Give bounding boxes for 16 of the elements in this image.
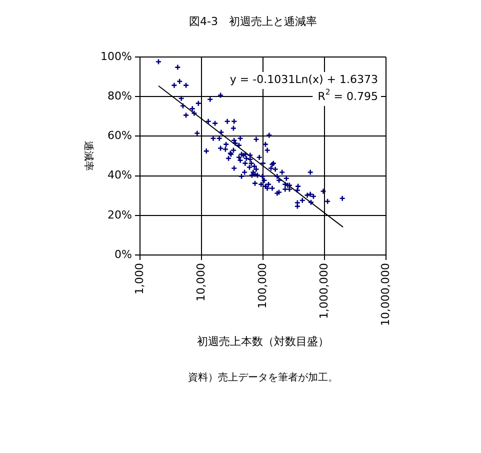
x-tick-label: 1,000: [132, 263, 146, 294]
y-tick-label: 20%: [108, 208, 132, 222]
y-tick-label: 60%: [108, 129, 132, 142]
y-tick-label: 40%: [108, 168, 132, 182]
x-tick-label: 10,000,000: [378, 263, 392, 326]
x-axis-title: 初週売上本数（対数目盛）: [197, 334, 329, 348]
annotation: y = -0.1031Ln(x) + 1.6373: [230, 72, 378, 86]
text: 資料）売上データを筆者が加工。: [188, 372, 338, 384]
x-tick-label: 100,000: [256, 263, 269, 308]
chart-title: 図4-3 初週売上と逓減率: [189, 14, 317, 28]
y-tick-label: 80%: [108, 89, 132, 102]
x-tick-label: 1,000,000: [317, 263, 330, 319]
y-tick-label: 0%: [114, 248, 132, 261]
x-tick-label: 10,000: [194, 263, 208, 302]
y-tick-label: 100%: [100, 50, 132, 63]
y-axis-title: 逓減率: [82, 141, 94, 171]
